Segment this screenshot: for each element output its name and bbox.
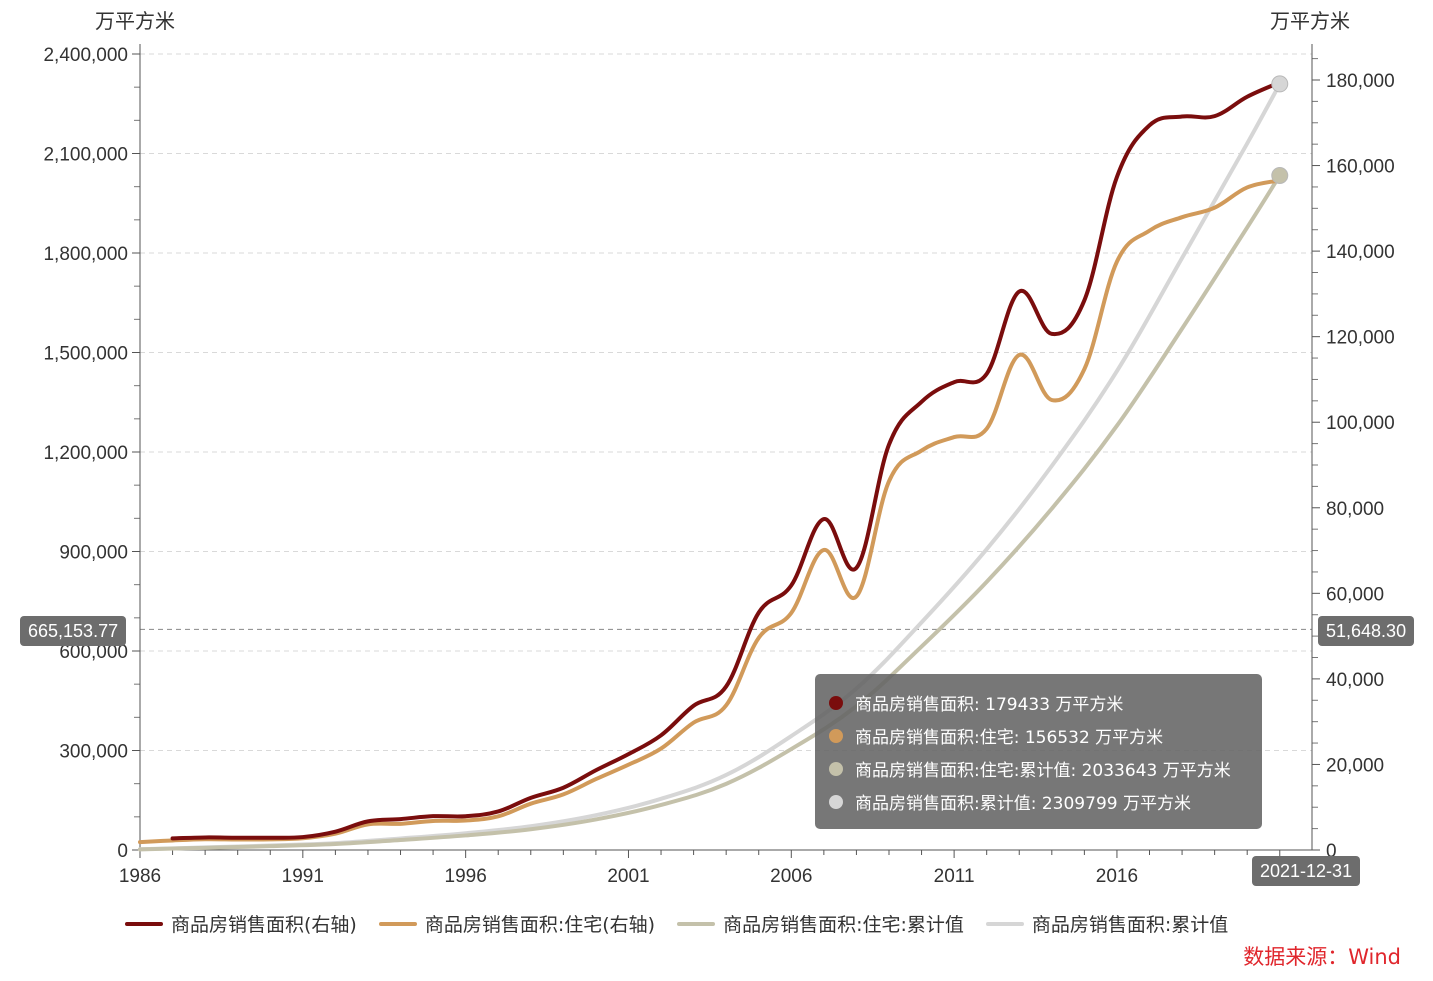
series-lines bbox=[138, 80, 1282, 852]
x-tick-label: 2001 bbox=[607, 866, 649, 887]
tooltip-text: 商品房销售面积: 179433 万平方米 bbox=[855, 695, 1124, 715]
tooltip-row: 商品房销售面积:住宅:累计值: 2033643 万平方米 bbox=[829, 752, 1248, 785]
tooltip-dot bbox=[829, 695, 843, 710]
left-tick-label: 1,200,000 bbox=[43, 443, 128, 464]
right-tick-label: 120,000 bbox=[1326, 328, 1395, 349]
axes: 0 300,000 600,000 900,000 1,200,000 1,500,000… bbox=[43, 44, 1395, 887]
right-tick-label: 100,000 bbox=[1326, 413, 1395, 434]
left-tick-label: 1,800,000 bbox=[43, 244, 128, 265]
right-tick-label: 180,000 bbox=[1326, 71, 1395, 92]
legend-label: 商品房销售面积:住宅:累计值 bbox=[723, 914, 964, 936]
end-markers bbox=[1271, 75, 1289, 185]
x-tick-label: 1986 bbox=[119, 866, 161, 887]
right-tick-label: 80,000 bbox=[1326, 499, 1384, 520]
tooltip-text: 商品房销售面积:住宅:累计值: 2033643 万平方米 bbox=[855, 761, 1231, 781]
legend: 商品房销售面积(右轴) 商品房销售面积:住宅(右轴) 商品房销售面积:住宅:累计值 商… bbox=[125, 910, 1228, 937]
legend-item[interactable]: 商品房销售面积:住宅:累计值 bbox=[677, 910, 964, 937]
right-tick-label: 20,000 bbox=[1326, 755, 1384, 776]
tooltip-dot bbox=[829, 761, 843, 776]
series-line-0 bbox=[170, 80, 1282, 841]
tooltip-row: 商品房销售面积:住宅: 156532 万平方米 bbox=[829, 719, 1248, 752]
legend-label: 商品房销售面积:住宅(右轴) bbox=[424, 914, 656, 936]
legend-item[interactable]: 商品房销售面积:累计值 bbox=[985, 910, 1229, 937]
grid-lines bbox=[140, 44, 1313, 850]
series-end-marker bbox=[1271, 167, 1289, 185]
x-tick-label: 2016 bbox=[1096, 866, 1138, 887]
x-tick-label: 2011 bbox=[934, 866, 975, 887]
left-tick-label: 2,400,000 bbox=[43, 45, 128, 66]
tooltip-text: 商品房销售面积:住宅: 156532 万平方米 bbox=[855, 728, 1164, 748]
legend-swatch bbox=[125, 921, 163, 926]
tooltip-row: 商品房销售面积:累计值: 2309799 万平方米 bbox=[829, 785, 1248, 818]
legend-swatch bbox=[677, 921, 716, 926]
data-source: 数据来源：Wind bbox=[1243, 945, 1401, 969]
right-tick-label: 140,000 bbox=[1326, 242, 1395, 263]
series-end-marker bbox=[1271, 75, 1289, 93]
tooltip-text: 商品房销售面积:累计值: 2309799 万平方米 bbox=[855, 794, 1191, 814]
tooltip-panel: 商品房销售面积: 179433 万平方米商品房销售面积:住宅: 156532 万… bbox=[815, 674, 1262, 829]
tooltip-row: 商品房销售面积: 179433 万平方米 bbox=[829, 686, 1248, 719]
x-tick-label: 1991 bbox=[282, 866, 324, 887]
crosshair-right-value: 51,648.30 bbox=[1318, 616, 1415, 646]
legend-label: 商品房销售面积(右轴) bbox=[171, 914, 357, 936]
right-axis-unit: 万平方米 bbox=[1270, 9, 1350, 33]
left-tick-label: 0 bbox=[117, 841, 128, 862]
legend-item[interactable]: 商品房销售面积:住宅(右轴) bbox=[378, 910, 656, 937]
right-tick-label: 160,000 bbox=[1326, 157, 1395, 178]
legend-item[interactable]: 商品房销售面积(右轴) bbox=[125, 910, 357, 937]
tooltip-dot bbox=[829, 728, 843, 743]
left-axis-unit: 万平方米 bbox=[95, 9, 175, 33]
right-tick-label: 40,000 bbox=[1326, 670, 1384, 691]
legend-label: 商品房销售面积:累计值 bbox=[1031, 914, 1229, 936]
series-line-2 bbox=[138, 173, 1282, 852]
left-tick-label: 600,000 bbox=[59, 642, 128, 663]
left-tick-label: 300,000 bbox=[59, 742, 128, 763]
crosshair-date: 2021-12-31 bbox=[1252, 856, 1361, 886]
legend-swatch bbox=[378, 921, 417, 926]
left-tick-label: 2,100,000 bbox=[43, 145, 128, 166]
right-tick-label: 60,000 bbox=[1326, 584, 1384, 605]
crosshair-left-value: 665,153.77 bbox=[20, 616, 127, 646]
x-tick-label: 1996 bbox=[445, 866, 487, 887]
tooltip-dot bbox=[829, 794, 843, 809]
left-tick-label: 1,500,000 bbox=[43, 344, 128, 365]
legend-swatch bbox=[985, 921, 1024, 926]
right-tick-label: 0 bbox=[1326, 841, 1337, 862]
left-tick-label: 900,000 bbox=[59, 543, 128, 564]
x-tick-label: 2006 bbox=[770, 866, 812, 887]
